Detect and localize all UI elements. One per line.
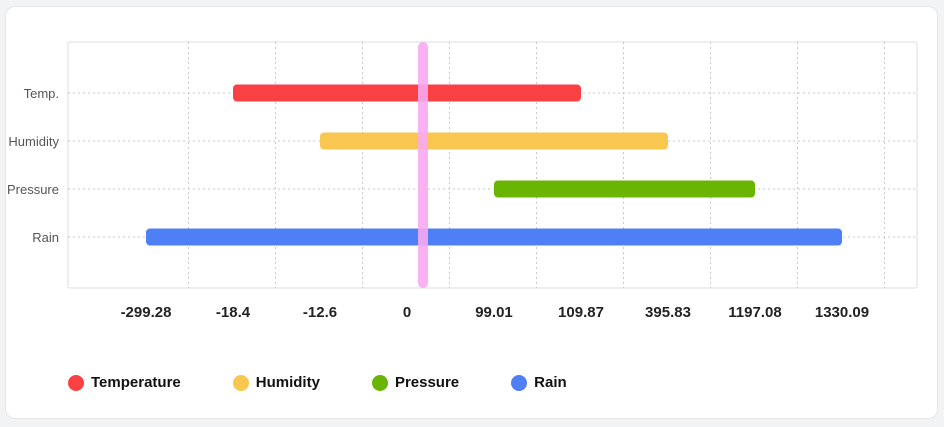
grid [67, 41, 918, 289]
zero-marker [418, 42, 428, 288]
legend-swatch [511, 374, 528, 391]
category-label: Pressure [7, 182, 59, 197]
x-tick-label: 0 [403, 304, 411, 321]
x-tick-label: -299.28 [121, 304, 172, 321]
category-label: Humidity [8, 134, 59, 149]
x-tick-label: -18.4 [216, 304, 251, 321]
legend-label: Humidity [255, 374, 320, 391]
marker-band [418, 42, 428, 288]
bar-pressure [494, 180, 755, 198]
chart-card [5, 6, 938, 419]
category-labels: Temp. Humidity Pressure Rain [7, 86, 60, 245]
x-tick-label: 1197.08 [728, 304, 781, 321]
x-axis-tick-labels: -299.28 -18.4 -12.6 0 99.01 109.87 395.83 1197.… [121, 304, 870, 321]
legend-item-temperature[interactable]: Temperature [68, 374, 181, 391]
legend-swatch [371, 374, 388, 391]
category-label: Temp. [24, 86, 59, 101]
legend-label: Rain [534, 374, 567, 391]
bar-temperature [233, 84, 581, 102]
legend-label: Temperature [91, 374, 181, 391]
category-label: Rain [32, 230, 59, 245]
x-tick-label: 109.87 [558, 304, 604, 321]
legend-swatch [68, 374, 84, 391]
legend-item-humidity[interactable]: Humidity [232, 374, 320, 391]
x-tick-label: 99.01 [475, 304, 513, 321]
plot-border [67, 41, 918, 289]
bar-humidity [320, 132, 668, 150]
legend-item-rain[interactable]: Rain [511, 374, 567, 391]
x-tick-label: 395.83 [645, 304, 691, 321]
legend-swatch [232, 374, 249, 391]
x-tick-label: 1330.09 [815, 304, 869, 321]
legend: Temperature Humidity Pressure Rain [68, 374, 619, 391]
bar-rain [146, 228, 842, 246]
legend-item-pressure[interactable]: Pressure [371, 374, 460, 391]
bars [146, 84, 842, 246]
legend-label: Pressure [394, 374, 460, 391]
x-tick-label: -12.6 [303, 304, 337, 321]
